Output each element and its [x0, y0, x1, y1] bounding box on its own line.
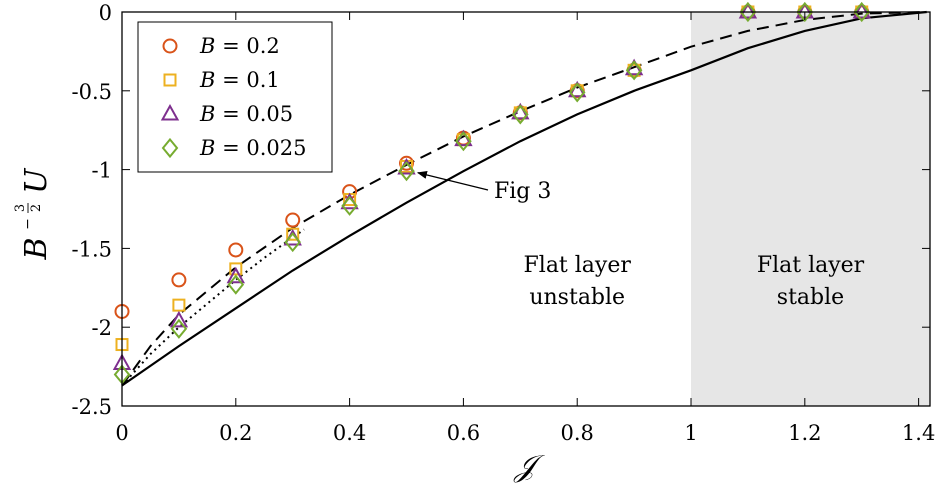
diamond-point	[455, 131, 472, 152]
stable-region-label-line1: Flat layer	[757, 253, 865, 278]
x-tick-label: 0.6	[447, 421, 480, 445]
legend-label: B = 0.2	[199, 34, 280, 58]
y-axis-label-symbol: U	[19, 167, 54, 194]
circle-point	[228, 242, 244, 258]
x-tick-label: 0	[115, 421, 128, 445]
legend-circle-icon	[162, 38, 178, 54]
legend-square-icon	[163, 73, 177, 87]
legend-label: B = 0.1	[199, 68, 280, 92]
triangle-point	[738, 1, 758, 19]
fig3-annotation-label: Fig 3	[494, 179, 551, 204]
legend: B = 0.2 B = 0.1 B = 0.05 B = 0.025	[137, 21, 333, 173]
y-tick-label: 0	[99, 1, 112, 25]
diamond-point	[625, 60, 643, 81]
triangle-point	[226, 266, 246, 284]
legend-label: B = 0.05	[199, 102, 293, 126]
diamond-point	[853, 1, 871, 23]
square-point	[172, 298, 186, 312]
diamond-point	[739, 1, 757, 23]
x-tick-label: 1.2	[788, 421, 821, 445]
diamond-point	[512, 104, 529, 125]
square-point	[286, 227, 300, 241]
square-point	[229, 262, 243, 276]
legend-diamond-icon	[161, 137, 179, 159]
x-tick-label: 0.4	[333, 421, 366, 445]
legend-label: B = 0.025	[199, 136, 307, 160]
y-tick-label: -2	[92, 316, 112, 340]
solid-curve	[121, 10, 927, 387]
diamond-point	[284, 232, 301, 253]
triangle-point	[852, 1, 871, 19]
dashed-curve	[121, 11, 927, 387]
y-label-exponent-den: 2	[29, 204, 44, 212]
x-tick-label: 1.4	[902, 421, 935, 445]
y-label-exponent-num: 3	[13, 204, 28, 212]
dotted-curve	[121, 228, 305, 387]
x-tick-label: 1	[684, 421, 697, 445]
unstable-region-label-line1: Flat layer	[524, 253, 632, 278]
shaded-stable-region	[691, 12, 930, 406]
stable-region-label-line2: stable	[777, 285, 844, 310]
x-axis-label: 𝒥	[513, 449, 546, 484]
y-axis-label: B U − 3 2	[13, 167, 54, 261]
model-curves	[121, 10, 927, 387]
axis-ticks: 0 0.2 0.4 0.6 0.8 1 1.2 1.4 0 -0.5 -1 -1.5 -2 -2.5	[72, 1, 936, 445]
plot-frame	[121, 11, 931, 407]
y-axis-label-prefix: B	[19, 237, 54, 260]
y-label-exponent-minus: −	[20, 218, 36, 230]
diamond-point	[796, 1, 814, 23]
x-tick-label: 0.8	[561, 421, 594, 445]
legend-triangle-icon	[160, 103, 180, 121]
y-tick-label: -0.5	[72, 80, 113, 104]
data-points	[112, 1, 871, 385]
y-tick-label: -1.5	[72, 237, 113, 261]
svg-text:B U: B U	[19, 167, 54, 261]
y-tick-label: -2.5	[72, 395, 113, 419]
x-tick-label: 0.2	[219, 421, 252, 445]
circle-point	[285, 212, 301, 228]
diamond-point	[227, 274, 245, 295]
diamond-point	[341, 195, 358, 216]
fig3-annotation-arrow	[416, 171, 489, 191]
y-tick-label: -1	[92, 159, 112, 183]
triangle-point	[169, 310, 189, 328]
diamond-point	[170, 318, 188, 339]
diamond-point	[568, 82, 586, 103]
circle-point	[171, 272, 187, 288]
unstable-region-label-line2: unstable	[529, 285, 625, 310]
diamond-point	[398, 161, 415, 182]
legend-box	[137, 21, 333, 173]
